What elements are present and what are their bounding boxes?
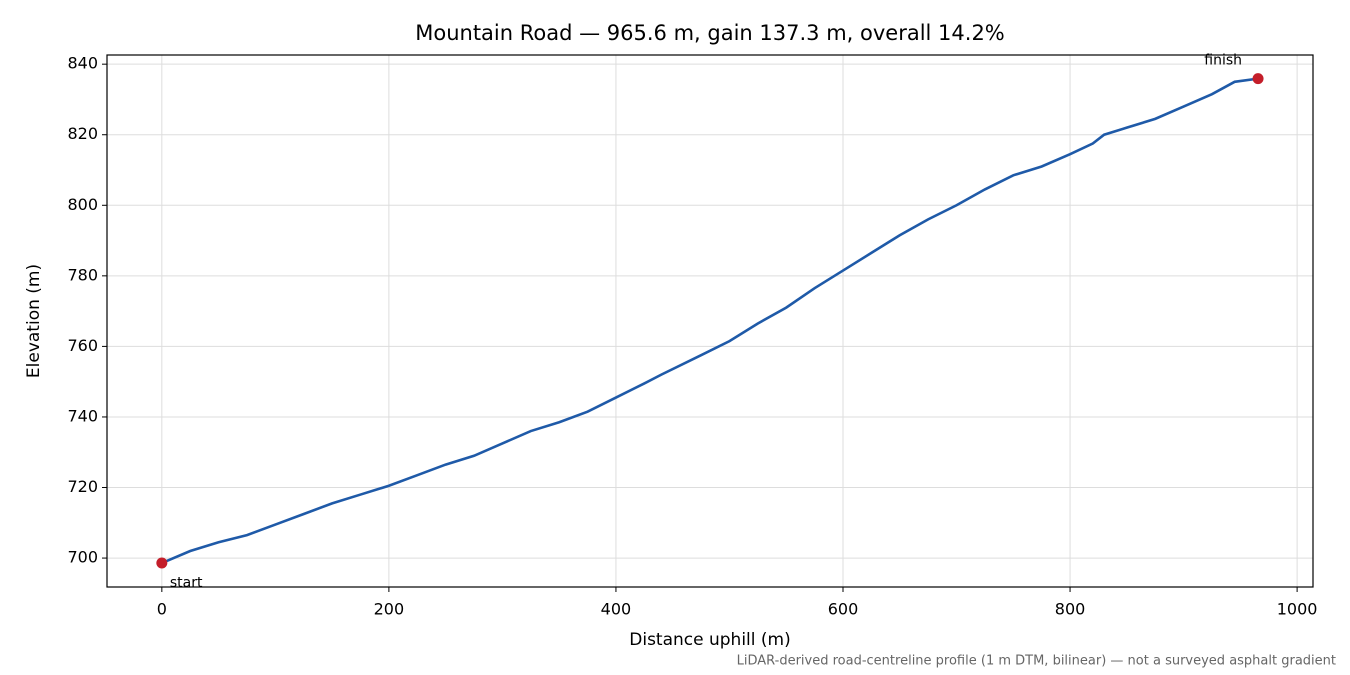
chart-title: Mountain Road — 965.6 m, gain 137.3 m, o… bbox=[415, 21, 1005, 45]
x-tick-label: 800 bbox=[1055, 600, 1086, 619]
footnote: LiDAR-derived road-centreline profile (1… bbox=[737, 654, 1336, 669]
endpoint-marker bbox=[156, 557, 168, 569]
x-tick-label: 200 bbox=[374, 600, 405, 619]
x-tick-label: 1000 bbox=[1277, 600, 1318, 619]
y-tick-label: 780 bbox=[67, 265, 98, 284]
y-tick-label: 720 bbox=[67, 477, 98, 496]
endpoint-marker bbox=[1252, 73, 1264, 85]
x-tick-label: 600 bbox=[828, 600, 859, 619]
y-tick-label: 700 bbox=[67, 548, 98, 567]
y-tick-label: 740 bbox=[67, 406, 98, 425]
endpoint-label: start bbox=[170, 575, 203, 591]
x-axis-label: Distance uphill (m) bbox=[629, 630, 790, 650]
y-tick-label: 800 bbox=[67, 195, 98, 214]
y-tick-label: 820 bbox=[67, 124, 98, 143]
y-tick-label: 840 bbox=[67, 54, 98, 73]
y-axis-label: Elevation (m) bbox=[24, 264, 44, 378]
endpoint-label: finish bbox=[1204, 53, 1242, 69]
y-tick-label: 760 bbox=[67, 336, 98, 355]
x-tick-label: 0 bbox=[157, 600, 167, 619]
elevation-line bbox=[161, 77, 1259, 565]
plot-frame bbox=[106, 54, 1314, 588]
x-tick-label: 400 bbox=[601, 600, 632, 619]
